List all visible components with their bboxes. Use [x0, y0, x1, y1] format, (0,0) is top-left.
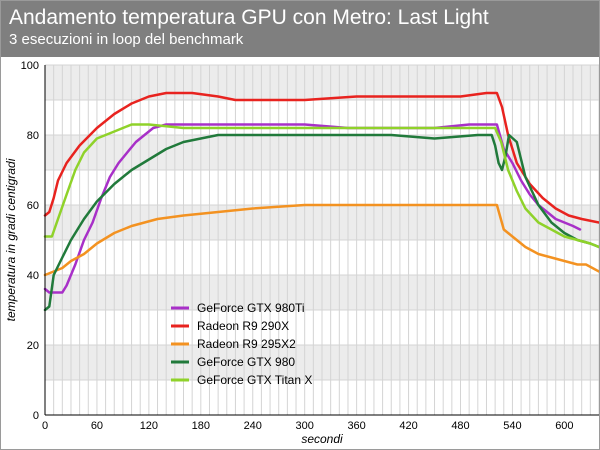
legend: GeForce GTX 980Ti Radeon R9 290X Radeon R9…: [171, 301, 312, 387]
x-tick-label: 480: [451, 420, 469, 432]
y-tick-label: 0: [33, 410, 39, 422]
chart-subtitle: 3 esecuzioni in loop del benchmark: [9, 31, 244, 48]
series-line: [43, 123, 599, 249]
x-tick-label: 180: [192, 420, 210, 432]
legend-label: GeForce GTX 980: [197, 355, 295, 369]
legend-label: Radeon R9 295X2: [197, 337, 296, 351]
legend-label: Radeon R9 290X: [197, 319, 289, 333]
y-tick-label: 60: [27, 200, 39, 212]
y-tick-label: 20: [27, 340, 39, 352]
legend-label: GeForce GTX 980Ti: [197, 301, 305, 315]
x-tick-label: 360: [347, 420, 365, 432]
x-tick-label: 60: [91, 420, 103, 432]
series-line: [43, 203, 599, 277]
series-line: [43, 133, 599, 312]
chart-title: Andamento temperatura GPU con Metro: Las…: [9, 6, 489, 29]
x-tick-label: 300: [296, 420, 314, 432]
series-lines: [43, 91, 599, 312]
chart-header: Andamento temperatura GPU con Metro: Las…: [1, 1, 599, 57]
y-tick-label: 80: [27, 130, 39, 142]
axes: [44, 65, 599, 416]
x-tick-label: 120: [140, 420, 158, 432]
y-tick-label: 40: [27, 270, 39, 282]
y-axis-label: temperatura in gradi centigradi: [4, 158, 18, 321]
x-axis-label: secondi: [301, 432, 343, 446]
series-line: [43, 91, 599, 224]
y-tick-label: 100: [21, 60, 39, 72]
series-line: [43, 123, 582, 294]
x-tick-label: 540: [503, 420, 521, 432]
x-tick-label: 240: [244, 420, 262, 432]
tick-labels: 0 20 40 60 80 100 0 60 120 180 240 300 360 420 480 540 6…: [21, 60, 574, 432]
legend-label: GeForce GTX Titan X: [197, 373, 312, 387]
x-tick-label: 0: [42, 420, 48, 432]
x-tick-label: 600: [555, 420, 573, 432]
x-tick-label: 420: [399, 420, 417, 432]
